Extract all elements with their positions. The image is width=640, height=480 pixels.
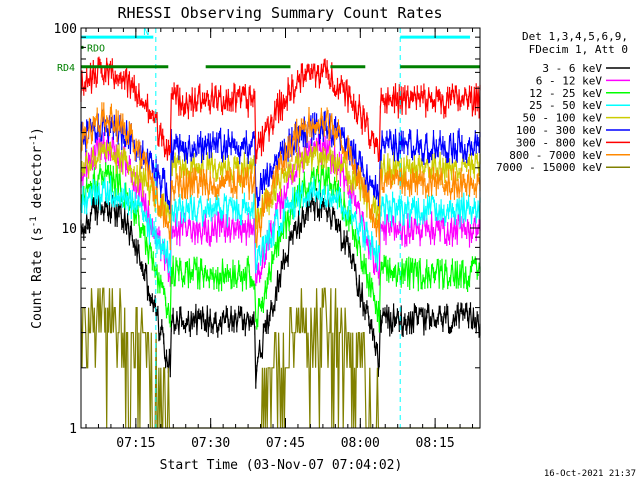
y-axis-label: Count Rate (s-1 detector-1) <box>29 127 45 329</box>
series-line-1 <box>80 132 481 287</box>
x-tick-label: 07:30 <box>191 436 230 451</box>
series-line-7 <box>80 102 481 251</box>
y-tick-label: 100 <box>54 22 77 37</box>
x-tick-label: 08:15 <box>416 436 455 451</box>
x-tick-label: 08:00 <box>341 436 380 451</box>
legend-label-6: 300 - 800 keV <box>516 136 602 149</box>
legend-label-7: 800 - 7000 keV <box>509 149 602 162</box>
axes: 1 10 100 07:15 07:30 07:45 08:00 08:15 <box>54 22 481 451</box>
series-line-0 <box>80 188 481 389</box>
legend-header-1: FDecim 1, Att 0 <box>529 43 628 56</box>
x-tick-label: 07:45 <box>266 436 305 451</box>
y-tick-label: 10 <box>61 222 77 237</box>
legend-label-2: 12 - 25 keV <box>529 87 602 100</box>
status-label-rd4: RD4 <box>57 63 75 74</box>
legend-label-4: 50 - 100 keV <box>523 112 603 125</box>
x-tick-label: 07:15 <box>116 436 155 451</box>
status-label-rdo: RDO <box>87 43 105 54</box>
legend-label-1: 6 - 12 keV <box>536 74 603 87</box>
legend: Det 1,3,4,5,6,9,FDecim 1, Att 0 3 - 6 keV… <box>496 30 630 174</box>
series-line-3 <box>80 175 481 277</box>
legend-label-5: 100 - 300 keV <box>516 124 602 137</box>
legend-label-0: 3 - 6 keV <box>542 62 602 75</box>
series-line-6 <box>80 56 481 164</box>
y-tick-label: 1 <box>69 422 77 437</box>
x-axis-label: Start Time (03-Nov-07 07:04:02) <box>160 458 403 473</box>
chart-title: RHESSI Observing Summary Count Rates <box>117 4 442 22</box>
legend-label-8: 7000 - 15000 keV <box>496 161 602 174</box>
status-label-n: N <box>143 27 149 38</box>
legend-header-0: Det 1,3,4,5,6,9, <box>522 30 628 43</box>
timestamp: 16-Oct-2021 21:37 <box>544 469 636 479</box>
series-layer <box>80 28 481 429</box>
legend-label-3: 25 - 50 keV <box>529 99 602 112</box>
series-line-5 <box>80 109 481 214</box>
series-line-2 <box>80 162 481 333</box>
